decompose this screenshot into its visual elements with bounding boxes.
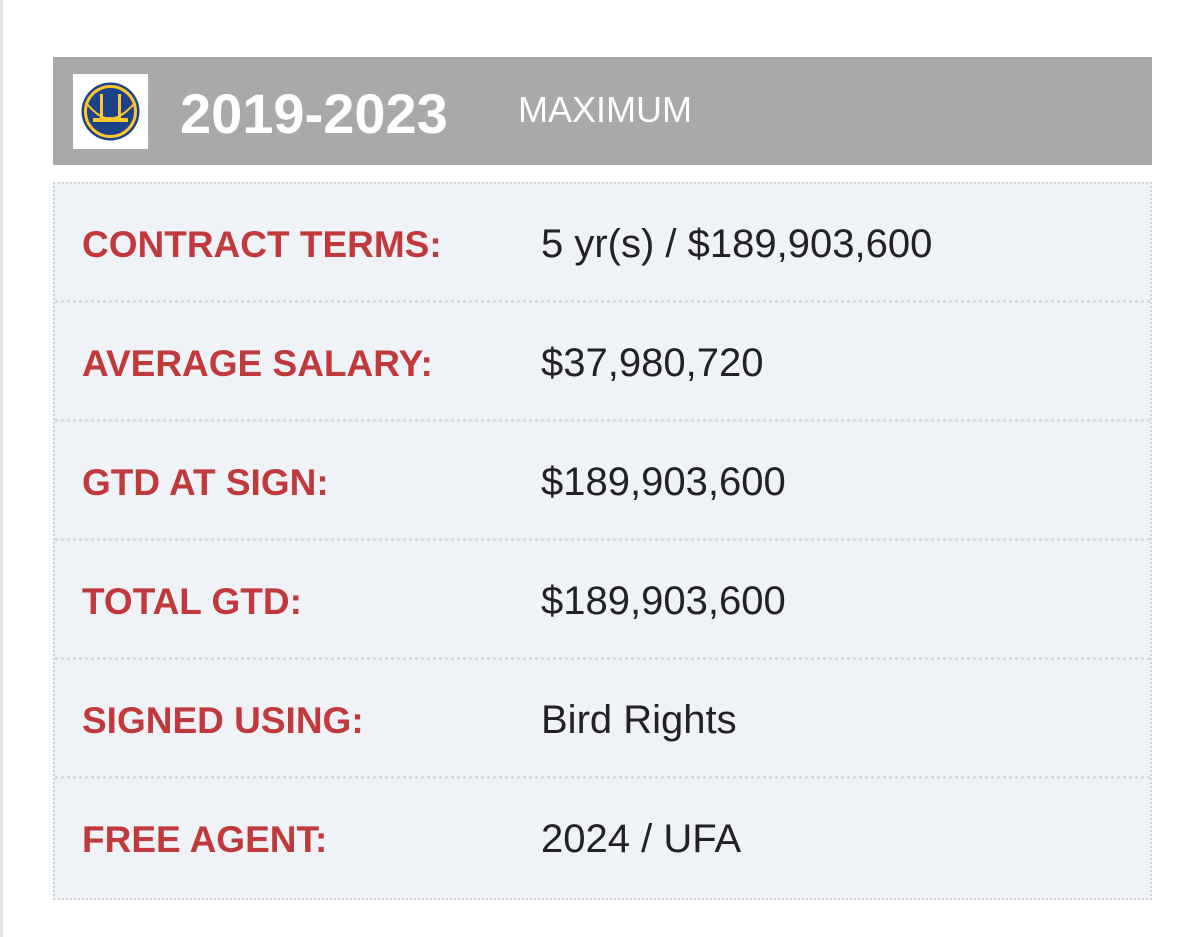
row-label: FREE AGENT: xyxy=(82,819,328,860)
logo-icon xyxy=(81,82,140,141)
row-value: $189,903,600 xyxy=(541,579,786,623)
row-value: 2024 / UFA xyxy=(541,817,742,861)
table-row: FREE AGENT: 2024 / UFA xyxy=(55,779,1150,898)
row-label: TOTAL GTD: xyxy=(82,581,302,622)
table-row: SIGNED USING: Bird Rights xyxy=(55,660,1150,779)
row-label: AVERAGE SALARY: xyxy=(82,343,433,384)
contract-table: CONTRACT TERMS: 5 yr(s) / $189,903,600 AVE… xyxy=(53,182,1152,900)
table-row: CONTRACT TERMS: 5 yr(s) / $189,903,600 xyxy=(55,184,1150,303)
row-value: $37,980,720 xyxy=(541,341,764,385)
row-label: GTD AT SIGN: xyxy=(82,462,329,503)
contract-years: 2019-2023 xyxy=(180,82,448,145)
table-row: GTD AT SIGN: $189,903,600 xyxy=(55,422,1150,541)
team-logo xyxy=(73,74,148,149)
contract-header: 2019-2023 MAXIMUM xyxy=(53,57,1152,165)
contract-type: MAXIMUM xyxy=(518,89,692,130)
row-value: $189,903,600 xyxy=(541,460,786,504)
table-row: AVERAGE SALARY: $37,980,720 xyxy=(55,303,1150,422)
row-value: 5 yr(s) / $189,903,600 xyxy=(541,222,933,266)
row-label: CONTRACT TERMS: xyxy=(82,224,442,265)
row-value: Bird Rights xyxy=(541,698,737,742)
row-label: SIGNED USING: xyxy=(82,700,364,741)
table-row: TOTAL GTD: $189,903,600 xyxy=(55,541,1150,660)
